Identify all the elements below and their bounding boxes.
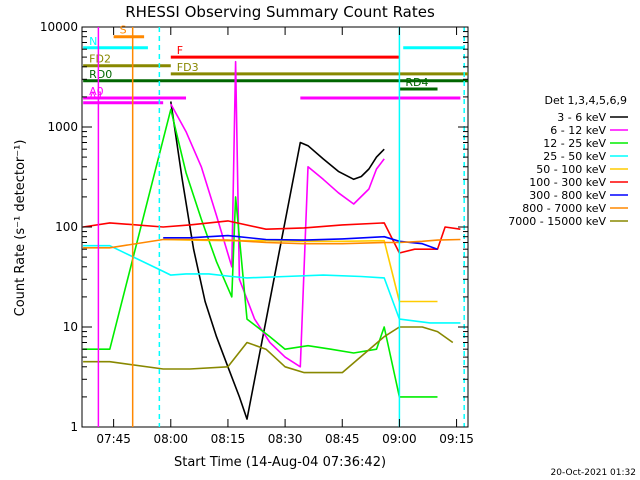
legend-label-5: 100 - 300 keV (529, 176, 606, 189)
x-axis-label: Start Time (14-Aug-04 07:36:42) (174, 455, 386, 470)
legend-label-8: 7000 - 15000 keV (508, 215, 606, 228)
flag-label-f: F (177, 44, 183, 57)
series-line-0 (170, 101, 385, 420)
x-tick-label-0: 07:45 (96, 432, 131, 446)
flag-label-a1: A1 (89, 90, 104, 103)
y-tick-label-1: 10 (63, 320, 78, 334)
series-lines (82, 60, 461, 420)
axes: 07:45 08:00 08:15 08:30 08:45 09:00 09:15 1 10 10… (40, 20, 474, 446)
flag-label-fd3: FD3 (177, 61, 199, 74)
legend-label-3: 25 - 50 keV (543, 150, 606, 163)
series-line-4 (163, 238, 438, 303)
legend-label-0: 3 - 6 keV (557, 111, 606, 124)
series-line-8 (83, 326, 454, 374)
flag-label-a0: A0 (89, 85, 104, 98)
x-tick-label-6: 09:15 (439, 432, 474, 446)
legend-label-2: 12 - 25 keV (543, 137, 606, 150)
footer-timestamp: 20-Oct-2021 01:32 (551, 468, 636, 478)
legend-label-1: 6 - 12 keV (550, 124, 606, 137)
flag-label-n: N (89, 35, 97, 48)
series-line-7 (83, 238, 461, 249)
y-tick-label-2: 100 (55, 220, 78, 234)
flag-label-rd0: RD0 (89, 68, 112, 81)
series-line-3 (83, 244, 461, 324)
y-tick-label-4: 10000 (40, 20, 78, 34)
x-tick-label-1: 08:00 (153, 432, 188, 446)
series-line-2 (83, 108, 438, 398)
y-tick-label-0: 1 (70, 420, 78, 434)
x-tick-label-4: 08:45 (325, 432, 360, 446)
legend-label-7: 800 - 7000 keV (522, 202, 606, 215)
y-axis-label: Count Rate (s⁻¹ detector⁻¹) (13, 140, 28, 317)
flag-label-fd2: FD2 (89, 53, 111, 66)
flag-label-rd4: RD4 (405, 76, 428, 89)
legend-title: Det 1,3,4,5,6,9 (544, 94, 627, 107)
series-line-1 (170, 60, 385, 368)
x-tick-label-3: 08:30 (268, 432, 303, 446)
series-line-5 (82, 220, 461, 254)
x-tick-label-2: 08:15 (211, 432, 246, 446)
chart-title: RHESSI Observing Summary Count Rates (125, 3, 435, 21)
x-tick-label-5: 09:00 (382, 432, 417, 446)
legend-label-6: 300 - 800 keV (529, 189, 606, 202)
flag-label-s: S (120, 24, 127, 37)
legend-label-4: 50 - 100 keV (536, 163, 606, 176)
y-tick-label-3: 1000 (47, 120, 78, 134)
